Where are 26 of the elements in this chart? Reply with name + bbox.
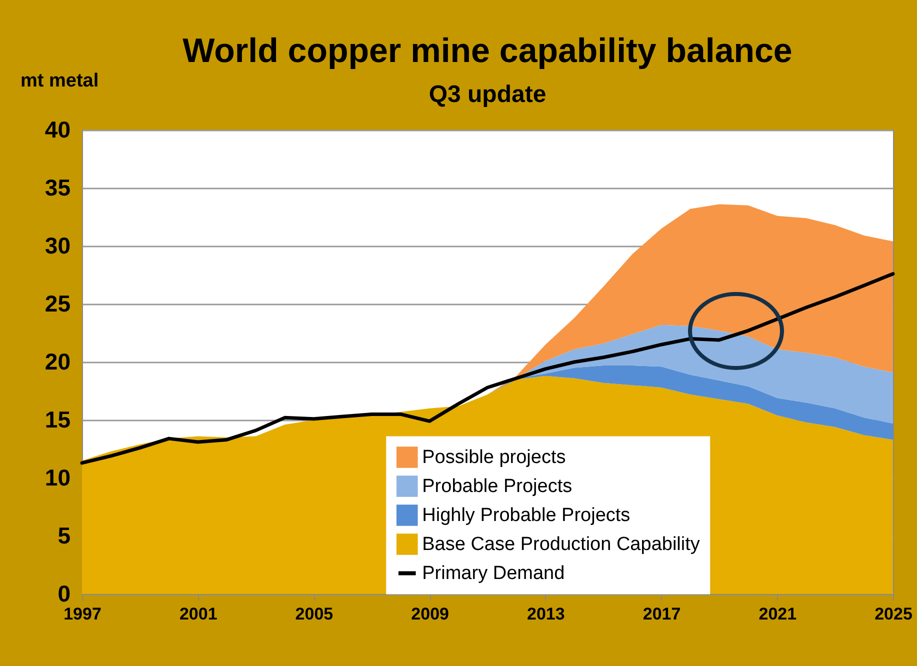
- y-tick-label: 5: [58, 522, 71, 548]
- x-tick-label: 2025: [874, 604, 912, 624]
- x-tick-label: 2013: [527, 604, 565, 624]
- y-tick-label: 0: [58, 580, 70, 606]
- x-tick-label: 2005: [295, 604, 334, 624]
- y-tick-label: 35: [44, 174, 71, 200]
- chart-title: World copper mine capability balance: [182, 32, 792, 70]
- x-tick-label: 2009: [411, 604, 449, 624]
- y-tick-label: 30: [44, 232, 70, 258]
- x-tick-label: 1997: [64, 604, 102, 624]
- y-tick-label: 25: [44, 290, 71, 316]
- legend-label: Probable Projects: [422, 476, 572, 498]
- chart-subtitle: Q3 update: [428, 81, 546, 108]
- line-series: [80, 272, 895, 465]
- legend-label: Possible projects: [422, 447, 566, 468]
- x-tick-label: 2001: [179, 604, 218, 624]
- y-axis-title: mt metal: [20, 70, 99, 92]
- legend-label: Base Case Production Capability: [422, 534, 700, 556]
- y-tick-label: 40: [44, 116, 70, 142]
- x-tick-label: 2021: [758, 604, 797, 624]
- x-tick-label: 2017: [642, 604, 681, 624]
- legend-label: Primary Demand: [422, 563, 565, 584]
- legend-label: Highly Probable Projects: [422, 505, 630, 526]
- y-tick-label: 20: [44, 348, 70, 374]
- y-tick-label: 10: [44, 464, 70, 490]
- y-tick-label: 15: [44, 406, 71, 432]
